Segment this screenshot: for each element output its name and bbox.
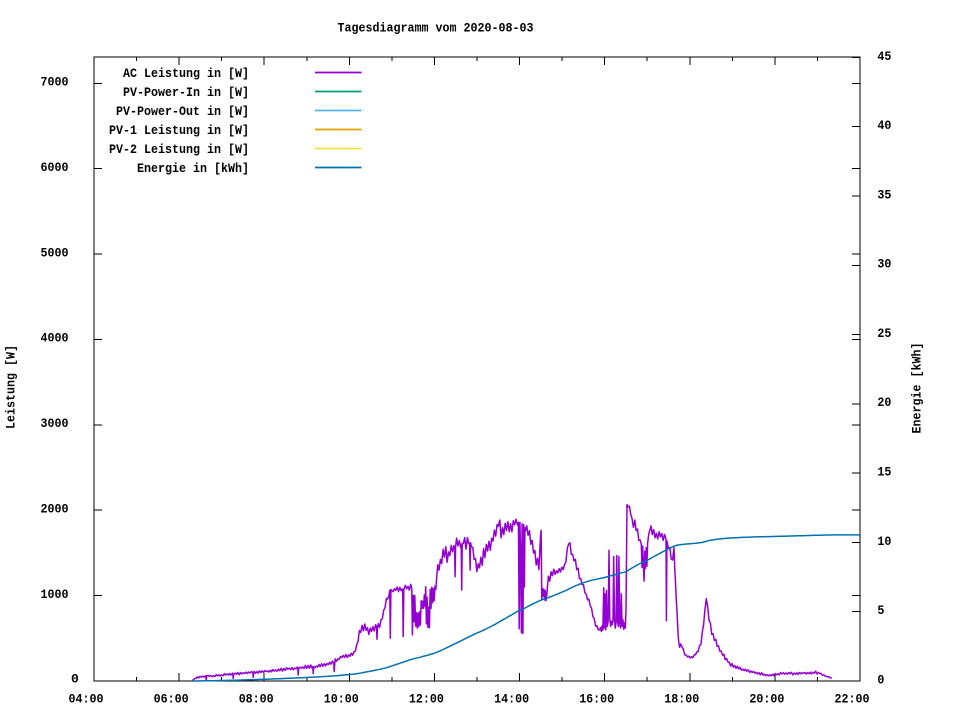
svg-text:06:00: 06:00	[154, 691, 189, 706]
svg-text:4000: 4000	[41, 331, 69, 346]
svg-text:30: 30	[877, 257, 891, 272]
svg-text:Energie [kWh]: Energie [kWh]	[910, 343, 925, 434]
svg-text:PV-Power-In in [W]: PV-Power-In in [W]	[123, 85, 249, 100]
svg-text:PV-Power-Out in [W]: PV-Power-Out in [W]	[116, 104, 249, 119]
svg-text:04:00: 04:00	[69, 691, 104, 706]
svg-text:Tagesdiagramm vom 2020-08-03: Tagesdiagramm vom 2020-08-03	[338, 21, 534, 36]
svg-text:3000: 3000	[41, 416, 69, 431]
svg-text:0: 0	[877, 672, 884, 687]
svg-text:0: 0	[71, 672, 79, 687]
svg-text:20: 20	[877, 395, 891, 410]
svg-text:15: 15	[877, 465, 891, 480]
svg-text:10: 10	[877, 534, 891, 549]
svg-text:6000: 6000	[41, 160, 69, 175]
svg-text:PV-1 Leistung in [W]: PV-1 Leistung in [W]	[109, 123, 249, 138]
svg-text:10:00: 10:00	[324, 691, 359, 706]
svg-text:2000: 2000	[41, 501, 69, 516]
svg-text:12:00: 12:00	[409, 691, 444, 706]
svg-text:22:00: 22:00	[835, 691, 870, 706]
svg-text:16:00: 16:00	[579, 691, 614, 706]
svg-text:Leistung [W]: Leistung [W]	[4, 345, 19, 429]
svg-text:7000: 7000	[41, 75, 69, 90]
svg-text:AC Leistung in [W]: AC Leistung in [W]	[123, 66, 249, 81]
svg-text:45: 45	[877, 49, 891, 64]
svg-text:20:00: 20:00	[749, 691, 784, 706]
svg-text:08:00: 08:00	[239, 691, 274, 706]
svg-text:Energie in [kWh]: Energie in [kWh]	[137, 161, 249, 176]
svg-text:5: 5	[877, 603, 884, 618]
svg-text:40: 40	[877, 118, 891, 133]
svg-text:1000: 1000	[41, 587, 69, 602]
svg-text:18:00: 18:00	[664, 691, 699, 706]
svg-text:5000: 5000	[41, 245, 69, 260]
svg-text:35: 35	[877, 187, 891, 202]
svg-text:14:00: 14:00	[494, 691, 529, 706]
svg-text:25: 25	[877, 326, 891, 341]
svg-text:PV-2 Leistung in [W]: PV-2 Leistung in [W]	[109, 142, 249, 157]
